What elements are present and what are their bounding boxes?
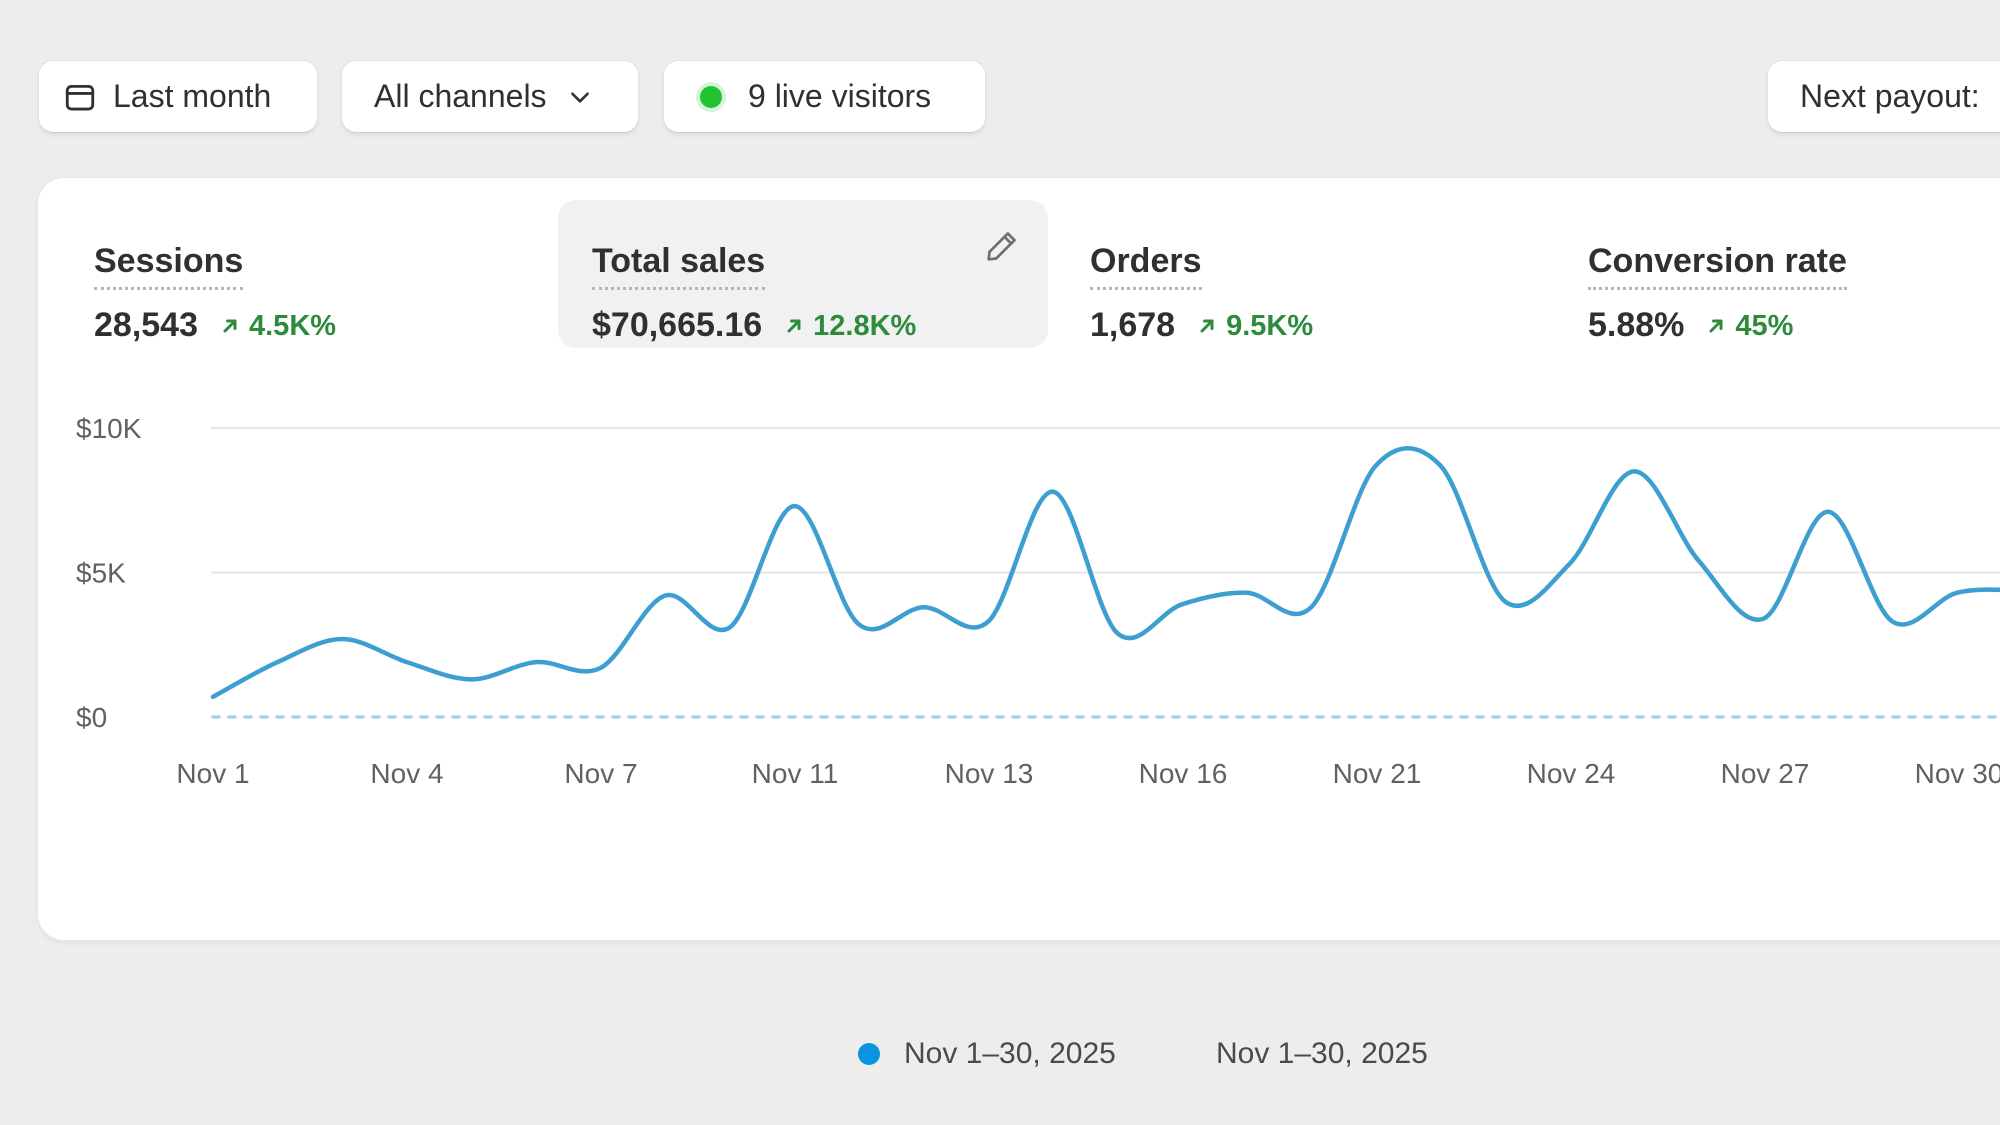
chevron-down-icon — [570, 91, 589, 103]
x-tick-label: Nov 13 — [945, 758, 1034, 789]
live-dot-icon — [700, 85, 722, 108]
data-point[interactable] — [1373, 463, 1379, 469]
series-line-current — [210, 445, 2000, 700]
y-tick-label: $0 — [76, 702, 107, 733]
data-point[interactable] — [1954, 590, 1960, 596]
arrow-up-right-icon — [787, 319, 801, 333]
legend-item-current[interactable]: Nov 1–30, 2025 — [858, 1036, 1116, 1072]
arrow-up-right-icon — [1200, 319, 1214, 333]
metric-label: Total sales — [592, 242, 766, 290]
calendar-icon — [65, 84, 95, 110]
data-point[interactable] — [1050, 489, 1056, 495]
metric-conversion-rate[interactable]: Conversion rate 5.88% 45% — [1554, 200, 2000, 348]
metric-delta: 9.5K% — [1197, 310, 1313, 343]
date-range-label: Last month — [113, 78, 272, 114]
live-visitors-button[interactable]: 9 live visitors — [664, 61, 985, 132]
channels-label: All channels — [374, 78, 547, 114]
data-point[interactable] — [662, 593, 668, 599]
data-point[interactable] — [791, 503, 797, 509]
metric-label: Conversion rate — [1588, 242, 1847, 290]
metric-delta-value: 4.5K% — [249, 309, 337, 342]
data-point[interactable] — [533, 659, 539, 665]
arrow-up-right-icon — [1709, 319, 1723, 333]
data-point[interactable] — [1114, 630, 1120, 636]
x-tick-label: Nov 4 — [370, 758, 443, 789]
x-tick-label: Nov 24 — [1527, 758, 1616, 789]
x-tick-label: Nov 30 — [1915, 758, 2000, 789]
data-point[interactable] — [985, 619, 991, 625]
data-point[interactable] — [1631, 468, 1637, 474]
y-tick-label: $10K — [76, 413, 142, 444]
x-tick-label: Nov 11 — [752, 758, 839, 789]
metric-label: Orders — [1090, 242, 1202, 290]
date-range-button[interactable]: Last month — [39, 61, 317, 132]
data-point[interactable] — [856, 622, 862, 628]
data-point[interactable] — [275, 659, 281, 665]
pencil-icon[interactable] — [982, 226, 1022, 266]
data-point[interactable] — [1308, 604, 1314, 610]
data-point[interactable] — [1760, 616, 1766, 622]
legend-dot-icon — [858, 1043, 880, 1065]
data-point[interactable] — [598, 665, 604, 671]
y-tick-label: $5K — [76, 558, 126, 589]
data-point[interactable] — [404, 659, 410, 665]
metric-delta: 4.5K% — [220, 310, 336, 343]
metric-sessions[interactable]: Sessions 28,543 4.5K% — [60, 200, 550, 348]
sales-overview-card: Sessions 28,543 4.5K% Total sales $70,66… — [38, 178, 2000, 1070]
metric-value: $70,665.16 — [592, 306, 763, 344]
x-tick-label: Nov 1 — [176, 758, 249, 789]
data-point[interactable] — [1502, 598, 1508, 604]
channels-dropdown[interactable]: All channels — [342, 61, 638, 132]
data-point[interactable] — [1696, 558, 1702, 564]
legend-label-current: Nov 1–30, 2025 — [904, 1037, 1116, 1070]
metric-delta: 12.8K% — [784, 310, 916, 343]
metric-value: 1,678 — [1090, 306, 1176, 344]
x-tick-label: Nov 16 — [1139, 758, 1228, 789]
metric-value: 28,543 — [94, 306, 198, 344]
arrow-up-right-icon — [223, 319, 237, 333]
legend-item-previous[interactable]: Nov 1–30, 2025 — [1216, 1036, 1428, 1072]
data-point[interactable] — [1890, 619, 1896, 625]
metric-delta-value: 9.5K% — [1226, 309, 1314, 342]
data-point[interactable] — [1179, 601, 1185, 607]
data-point[interactable] — [921, 604, 927, 610]
sales-line-chart: $0 $5K $10K Nov 1 Nov 4 Nov 7 Nov 11 Nov 13 Nov … — [76, 413, 2000, 789]
data-point[interactable] — [1567, 561, 1573, 567]
data-point[interactable] — [1437, 463, 1443, 469]
metric-delta-value: 12.8K% — [813, 309, 917, 342]
data-point[interactable] — [468, 676, 474, 682]
x-tick-label: Nov 21 — [1333, 758, 1422, 789]
x-tick-label: Nov 7 — [564, 758, 637, 789]
metric-delta-value: 45% — [1735, 309, 1794, 342]
data-point[interactable] — [1244, 590, 1250, 596]
data-point[interactable] — [727, 624, 733, 630]
metric-orders[interactable]: Orders 1,678 9.5K% — [1056, 200, 1546, 348]
metric-value: 5.88% — [1588, 306, 1685, 344]
x-tick-label: Nov 27 — [1721, 758, 1810, 789]
metric-label: Sessions — [94, 242, 244, 290]
legend-label-previous: Nov 1–30, 2025 — [1216, 1037, 1428, 1070]
data-point[interactable] — [1825, 509, 1831, 515]
metric-total-sales[interactable]: Total sales $70,665.16 12.8K% — [558, 200, 1048, 348]
data-point[interactable] — [339, 636, 345, 642]
metric-delta: 45% — [1706, 310, 1793, 343]
next-payout-label: Next payout: — [1800, 78, 1980, 114]
next-payout-button[interactable]: Next payout: — [1768, 61, 2000, 132]
live-visitors-label: 9 live visitors — [748, 78, 932, 114]
data-point[interactable] — [210, 694, 216, 700]
